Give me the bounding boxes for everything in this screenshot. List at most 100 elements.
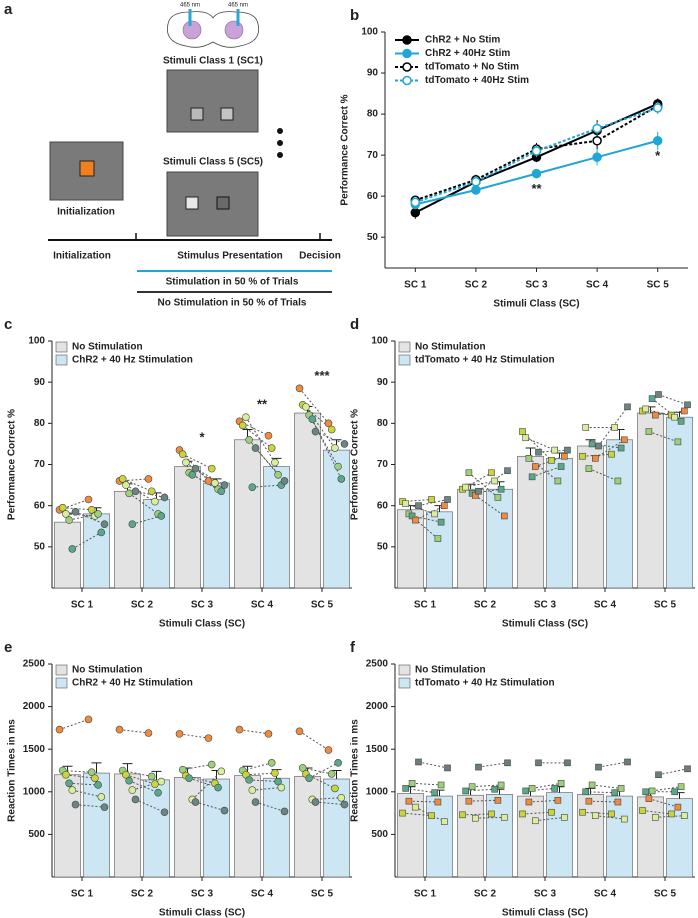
bar [546,792,573,878]
bar [397,509,424,589]
point [295,727,304,736]
pair-line [475,494,505,517]
pair-line [245,772,275,776]
point [535,448,542,456]
point [122,770,130,779]
pair-line [75,511,105,525]
pair-line [408,800,438,803]
point [465,469,473,477]
point [591,812,599,819]
pair-line [655,815,685,818]
point [94,510,102,518]
pair-line [598,761,628,768]
point [185,774,193,782]
point [280,807,289,816]
y-tick-label: 60 [367,191,379,202]
bar [323,449,350,589]
point [302,403,310,411]
point [614,798,622,806]
point [264,730,273,738]
point [334,462,342,471]
y-tick-label: 50 [367,232,379,243]
pair-line [465,788,495,792]
pair-line [465,480,495,488]
x-tick-label: SC 1 [71,600,94,611]
point [525,798,533,806]
point [528,785,536,792]
error-bar [525,447,536,457]
legend-label: ChR2 + 40 Hz Stimulation [72,355,193,366]
y-tick-label: 70 [34,459,46,470]
legend-marker [402,48,412,59]
point [154,788,162,797]
x-axis-label: Stimuli Class (SC) [502,619,588,630]
pair-line [478,762,508,768]
point [554,797,562,804]
marker [652,103,663,113]
bar [606,795,633,878]
y-tick-label: 2500 [23,659,46,670]
point [497,485,505,493]
point [115,725,124,734]
y-tick-label: 80 [377,418,389,429]
point [648,395,656,402]
point [528,473,536,481]
x-tick-label: SC 1 [71,889,94,900]
pair-line [412,782,442,786]
panel-label: d [350,316,359,333]
bar [54,521,81,589]
stimulus-title: Stimuli Class 5 (SC5) [163,157,263,168]
point [680,812,688,819]
legend-swatch [55,341,68,353]
point [475,763,482,771]
legend-swatch [398,354,411,366]
point [331,444,339,452]
bar [174,466,201,589]
point [639,807,646,814]
x-axis-label: Stimuli Class (SC) [502,908,588,918]
x-tick-label: SC 4 [251,889,274,900]
bar [203,482,230,589]
legend-marker [402,35,412,45]
point [519,810,526,818]
pair-line [642,810,672,815]
legend-label: No Stimulation [72,342,143,353]
point [151,497,159,506]
point [160,808,169,817]
y-tick-label: 1000 [23,786,46,797]
point [535,759,542,767]
pair-line [418,499,448,507]
point [220,806,229,815]
point [674,803,682,811]
bar [83,772,110,878]
pair-line [242,762,272,771]
point [248,786,257,794]
brain-icon [167,11,259,48]
x-tick-label: SC 2 [474,600,497,611]
pair-line [535,455,565,468]
legend-label: ChR2 + 40Hz Stim [425,48,510,59]
pair-line [595,815,625,820]
point [65,516,73,524]
point [144,475,153,483]
ellipsis-dot [277,128,283,134]
point [444,764,451,772]
laser-label: 465 nm [228,3,248,9]
marker [531,168,542,179]
timeline-label: Stimulus Presentation [177,251,283,262]
pair-line [255,801,285,812]
pair-line [462,813,492,816]
marker [471,177,481,187]
legend-swatch [398,341,411,353]
point [87,505,96,514]
pair-line [592,784,622,789]
marker [531,146,542,156]
point [157,512,166,520]
ellipsis-dot [277,140,283,146]
pair-line [245,416,276,463]
point [128,520,137,528]
point [525,455,533,462]
point [608,450,615,458]
pair-line [468,799,498,802]
pair-line [595,439,625,459]
